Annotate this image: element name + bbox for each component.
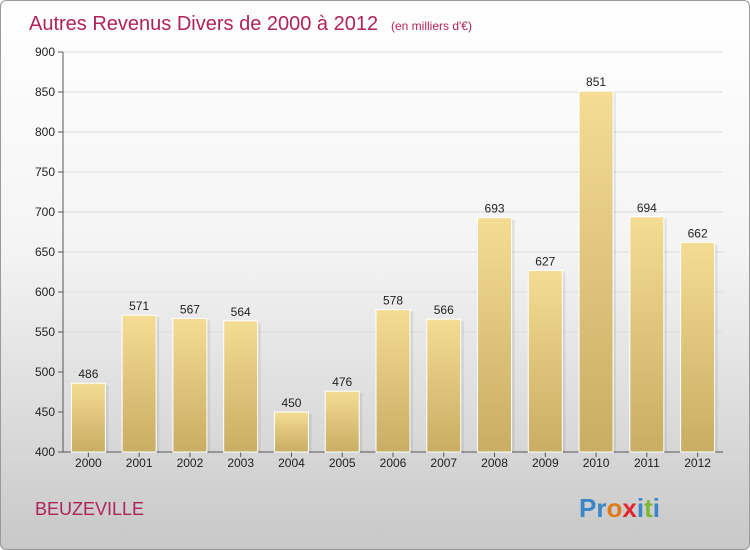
bar-2005 <box>324 390 360 453</box>
y-tick-label: 750 <box>35 165 55 179</box>
bar-2007 <box>426 318 462 453</box>
value-label-2002: 567 <box>180 302 200 316</box>
x-tick-label-2005: 2005 <box>329 456 356 470</box>
bar-2008 <box>477 217 513 453</box>
value-label-2009: 627 <box>535 254 555 268</box>
bar-2012 <box>680 241 716 453</box>
y-tick-label: 700 <box>35 205 55 219</box>
x-tick-label-2004: 2004 <box>278 456 305 470</box>
x-tick-label-2006: 2006 <box>380 456 407 470</box>
x-tick-label-2009: 2009 <box>532 456 559 470</box>
y-tick-label: 400 <box>35 445 55 459</box>
location-label: BEUZEVILLE <box>35 499 144 519</box>
value-label-2001: 571 <box>129 299 149 313</box>
y-tick-label: 650 <box>35 245 55 259</box>
value-label-2005: 476 <box>332 375 352 389</box>
axis-layer: 400 450 500 550 600 650 700 750 800 850 900 2000 200… <box>35 45 723 470</box>
value-label-2000: 486 <box>78 367 98 381</box>
y-tick-label: 600 <box>35 285 55 299</box>
value-label-2007: 566 <box>434 303 454 317</box>
bar-2009 <box>527 269 563 453</box>
bar-2002 <box>172 317 208 453</box>
chart-title: Autres Revenus Divers de 2000 à 2012 <box>29 13 378 35</box>
bar-2004 <box>273 411 309 453</box>
x-tick-label-2008: 2008 <box>481 456 508 470</box>
chart-subtitle: (en milliers d'€) <box>391 19 472 33</box>
y-tick-label: 500 <box>35 365 55 379</box>
x-tick-label-2001: 2001 <box>126 456 153 470</box>
x-tick-label-2011: 2011 <box>634 456 660 470</box>
y-tick-label: 800 <box>35 125 55 139</box>
value-label-2010: 851 <box>586 75 606 89</box>
x-tick-label-2007: 2007 <box>430 456 457 470</box>
bar-layer: 486 571 567 564 450 476 578 566 693 627 851 694 662 <box>70 75 718 453</box>
proxiti-logo: Proxiti <box>579 493 660 523</box>
bar-2006 <box>375 309 411 453</box>
x-tick-label-2002: 2002 <box>177 456 204 470</box>
y-tick-label: 550 <box>35 325 55 339</box>
y-tick-label: 850 <box>35 85 55 99</box>
value-label-2006: 578 <box>383 294 403 308</box>
bar-2001 <box>121 314 157 453</box>
value-label-2004: 450 <box>281 396 301 410</box>
x-tick-label-2000: 2000 <box>75 456 102 470</box>
value-label-2003: 564 <box>231 305 251 319</box>
x-tick-label-2003: 2003 <box>227 456 254 470</box>
x-tick-label-2010: 2010 <box>583 456 610 470</box>
y-tick-label: 450 <box>35 405 55 419</box>
value-label-2008: 693 <box>485 202 505 216</box>
bar-2010 <box>578 90 614 453</box>
x-tick-label-2012: 2012 <box>684 456 711 470</box>
bar-2000 <box>70 382 106 453</box>
bar-2011 <box>629 216 665 453</box>
value-label-2012: 662 <box>688 226 708 240</box>
value-label-2011: 694 <box>637 201 657 215</box>
y-tick-label: 900 <box>35 45 55 59</box>
bar-2003 <box>223 320 259 453</box>
